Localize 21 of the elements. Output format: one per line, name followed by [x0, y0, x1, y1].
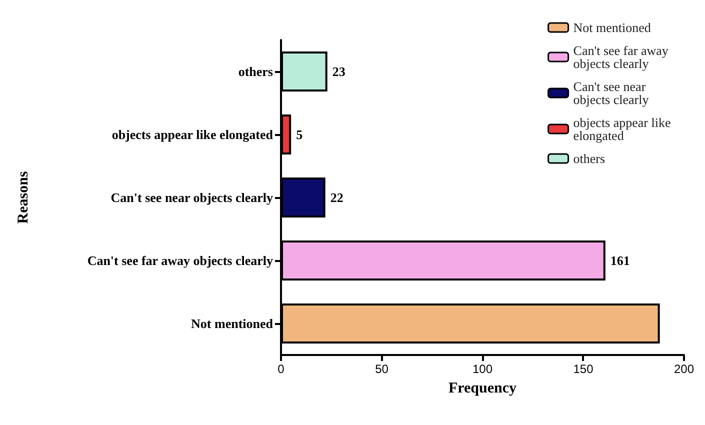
y-tick-label: Not mentioned	[191, 316, 274, 331]
data-label: 5	[296, 127, 304, 142]
data-label: 22	[330, 190, 344, 205]
x-tick-label: 150	[573, 362, 594, 376]
legend-label: Can't see near objects clearly	[573, 79, 650, 107]
y-axis-title: Reasons	[16, 171, 32, 224]
x-axis-title: Frequency	[448, 380, 518, 396]
data-label: 23	[332, 64, 346, 79]
legend-label: objects appear like elongated	[573, 115, 674, 143]
x-tick-label: 200	[674, 362, 694, 376]
y-tick-label: Can't see far away objects clearly	[87, 253, 274, 268]
data-label: 161	[610, 253, 630, 268]
legend-label: others	[573, 151, 606, 166]
x-tick-label: 100	[472, 362, 493, 376]
legend-label: Can't see far away objects clearly	[573, 43, 672, 71]
y-tick-label: Can't see near objects clearly	[110, 190, 274, 205]
y-tick-label: objects appear like elongated	[112, 127, 274, 142]
y-tick-label: others	[238, 64, 273, 79]
x-tick-label: 50	[375, 362, 389, 376]
legend-label: Not mentioned	[573, 20, 652, 35]
x-tick-label: 0	[278, 362, 285, 376]
